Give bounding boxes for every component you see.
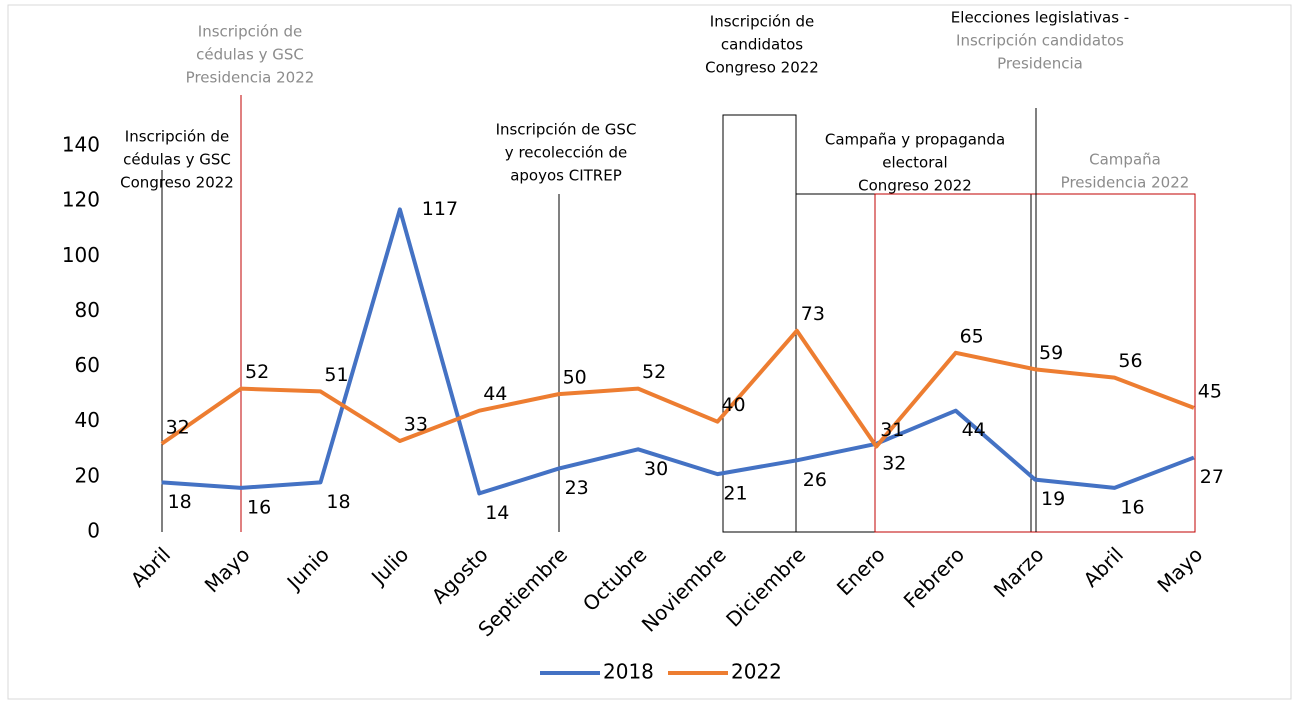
line-series xyxy=(161,207,1195,496)
annotation: Elecciones legislativas - xyxy=(951,9,1129,27)
data-label: 18 xyxy=(168,491,192,513)
data-label: 44 xyxy=(962,419,986,441)
y-tick-label: 40 xyxy=(75,408,100,432)
frame xyxy=(7,4,1292,700)
annotation: Inscripción de xyxy=(125,128,229,146)
annotation: Inscripción candidatos xyxy=(956,32,1124,50)
annotation: Inscripción de GSC xyxy=(496,121,637,139)
data-label: 31 xyxy=(880,419,904,441)
data-label: 56 xyxy=(1118,350,1142,372)
annotation: Inscripción de xyxy=(198,23,302,41)
annotation: candidatos xyxy=(721,36,803,54)
data-label: 33 xyxy=(404,414,428,436)
line-series xyxy=(160,328,1195,449)
annotation: electoral xyxy=(882,154,947,172)
annotation: cédulas y GSC xyxy=(196,46,304,64)
legend-label: 2022 xyxy=(731,660,782,684)
y-tick-label: 140 xyxy=(62,133,100,157)
data-label: 52 xyxy=(642,361,666,383)
data-label: 16 xyxy=(1120,496,1144,518)
annotation-shapes xyxy=(161,95,1196,533)
annotation: Presidencia xyxy=(997,55,1083,73)
y-tick-label: 20 xyxy=(75,463,100,487)
data-label: 117 xyxy=(422,198,458,220)
data-label: 19 xyxy=(1041,488,1065,510)
data-label: 26 xyxy=(803,469,827,491)
y-tick-label: 120 xyxy=(62,188,100,212)
data-label: 30 xyxy=(644,458,668,480)
data-label: 52 xyxy=(245,361,269,383)
annotation: Congreso 2022 xyxy=(858,177,972,195)
data-label: 23 xyxy=(565,477,589,499)
data-label: 32 xyxy=(166,416,190,438)
data-label: 51 xyxy=(324,364,348,386)
annotation: apoyos CITREP xyxy=(510,167,622,185)
data-label: 40 xyxy=(721,394,745,416)
data-label: 32 xyxy=(882,452,906,474)
data-label: 27 xyxy=(1200,466,1224,488)
data-label: 65 xyxy=(960,325,984,347)
data-label: 44 xyxy=(483,383,507,405)
marker-box xyxy=(874,193,1196,533)
annotation: Congreso 2022 xyxy=(120,174,234,192)
annotation: Presidencia 2022 xyxy=(186,69,315,87)
y-tick-label: 0 xyxy=(87,519,100,543)
y-tick-label: 60 xyxy=(75,353,100,377)
annotation: Congreso 2022 xyxy=(705,59,819,77)
data-label: 14 xyxy=(485,502,509,524)
data-label: 50 xyxy=(563,367,587,389)
annotation: Presidencia 2022 xyxy=(1061,174,1190,192)
data-label: 16 xyxy=(247,496,271,518)
annotation: Campaña xyxy=(1089,151,1161,169)
y-tick-label: 100 xyxy=(62,243,100,267)
annotation: y recolección de xyxy=(505,144,627,162)
data-label: 45 xyxy=(1198,380,1222,402)
annotation: cédulas y GSC xyxy=(123,151,231,169)
data-label: 18 xyxy=(326,491,350,513)
legend-label: 2018 xyxy=(603,660,654,684)
annotation: Inscripción de xyxy=(710,13,814,31)
data-label: 73 xyxy=(801,303,825,325)
annotation: Campaña y propaganda xyxy=(825,131,1005,149)
y-tick-label: 80 xyxy=(75,298,100,322)
data-label: 59 xyxy=(1039,342,1063,364)
data-label: 21 xyxy=(723,483,747,505)
